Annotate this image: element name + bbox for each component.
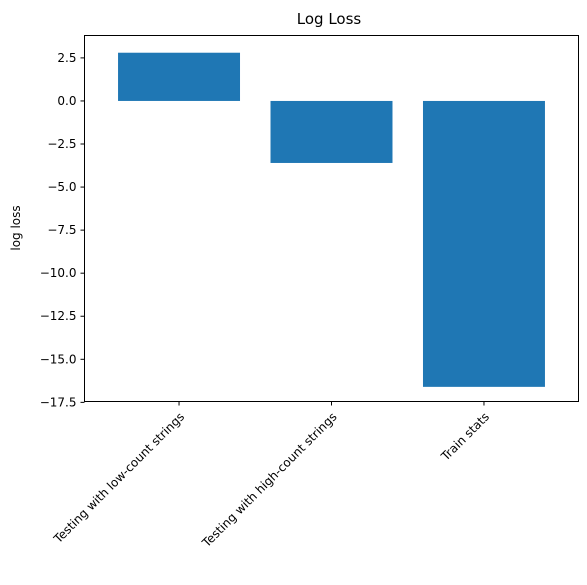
y-axis-label: log loss (9, 205, 23, 250)
x-axis-ticks: Testing with low-count strings Testing wi… (50, 401, 492, 551)
bar-2 (422, 100, 545, 387)
y-tick-label: −10.0 (40, 266, 77, 280)
x-tick-label: Testing with high-count strings (199, 410, 340, 551)
bar-1 (270, 100, 393, 163)
bars-layer (118, 52, 545, 387)
x-tick-label: Train stats (438, 410, 492, 464)
x-tick-label: Testing with low-count strings (50, 410, 187, 547)
y-tick-label: −5.0 (47, 180, 76, 194)
y-tick-label: −15.0 (40, 352, 77, 366)
bar-0 (118, 52, 241, 101)
y-tick-label: 0.0 (57, 94, 76, 108)
chart-title: Log Loss (297, 10, 362, 28)
y-tick-label: −7.5 (47, 223, 76, 237)
y-axis-ticks: 2.5 0.0 −2.5 −5.0 −7.5 −10.0 −12.5 −15.0 −17.5 (40, 51, 85, 409)
y-tick-label: −17.5 (40, 395, 77, 409)
y-tick-label: 2.5 (57, 51, 76, 65)
y-tick-label: −12.5 (40, 309, 77, 323)
y-tick-label: −2.5 (47, 137, 76, 151)
plot-frame (84, 35, 579, 402)
